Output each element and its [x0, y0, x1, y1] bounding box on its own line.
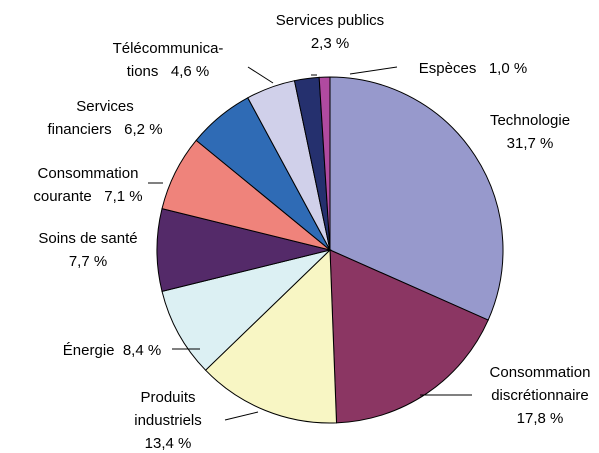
label-consommation-courante: Consommation courante 7,1 %	[33, 165, 142, 205]
pie-slices	[156, 76, 504, 424]
label-especes: Espèces 1,0 %	[419, 60, 527, 77]
label-energie: Énergie 8,4 %	[63, 342, 161, 359]
leader-produits-industriels	[224, 411, 259, 421]
slice-produits-industriels	[204, 248, 338, 424]
label-consommation-discretionnaire: Consommation discrétionnaire 17,8 %	[490, 364, 591, 427]
slice-consommation-discretionnaire	[329, 249, 489, 424]
leader-telecommunications	[247, 66, 274, 84]
label-services-financiers: Services financiers 6,2 %	[47, 98, 162, 138]
slice-energie	[161, 249, 332, 371]
slice-labels: Technologie 31,7 % Consommation discrétionn…	[33, 12, 590, 452]
leader-especes	[349, 66, 398, 75]
label-soins-de-sante: Soins de santé 7,7 %	[38, 230, 137, 270]
label-produits-industriels: Produits industriels 13,4 %	[134, 389, 202, 452]
label-technologie: Technologie 31,7 %	[490, 112, 570, 152]
label-services-publics: Services publics 2,3 %	[276, 12, 384, 52]
leader-lines	[148, 66, 472, 421]
slice-especes	[318, 76, 331, 251]
slice-technologie	[329, 76, 504, 321]
label-telecommunications: Télécommunica-tions 4,6 %	[113, 40, 224, 80]
